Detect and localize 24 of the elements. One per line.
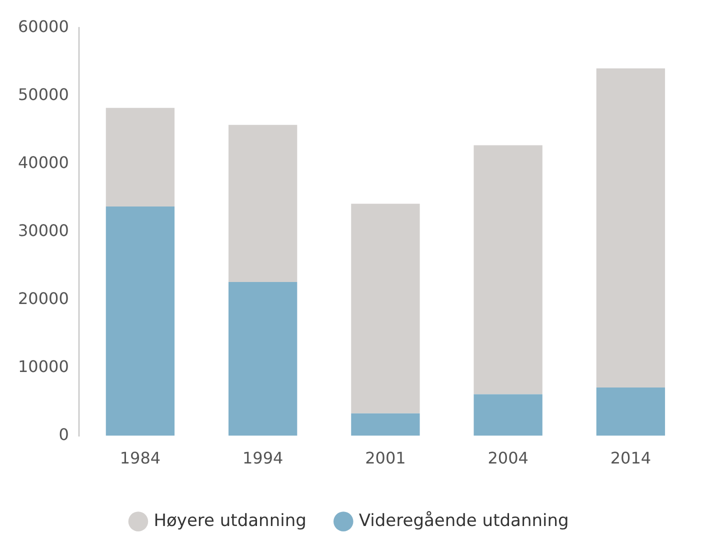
bar [596, 68, 666, 388]
bar [106, 108, 175, 207]
y-tick-label: 0 [58, 424, 69, 444]
y-tick-label: 40000 [18, 152, 69, 172]
bar [351, 413, 420, 436]
x-tick-label: 2001 [365, 448, 406, 468]
bar [228, 124, 298, 282]
y-tick-label: 30000 [18, 220, 69, 240]
bar [596, 387, 666, 436]
x-tick-label: 1994 [242, 448, 284, 468]
y-tick-label: 60000 [18, 16, 69, 36]
x-tick-label: 2004 [488, 448, 528, 468]
bar [106, 206, 175, 436]
y-tick-label: 20000 [18, 288, 69, 308]
y-tick-label: 10000 [18, 356, 69, 376]
x-tick-label: 1984 [120, 448, 161, 468]
legend-label: Høyere utdanning [154, 510, 306, 531]
y-tick-label: 50000 [18, 84, 69, 104]
bar [474, 145, 542, 394]
legend-label: Videregående utdanning [358, 510, 569, 531]
x-tick-label: 2014 [610, 448, 652, 468]
bar [474, 394, 542, 436]
bar [351, 204, 420, 414]
bar [228, 282, 298, 436]
